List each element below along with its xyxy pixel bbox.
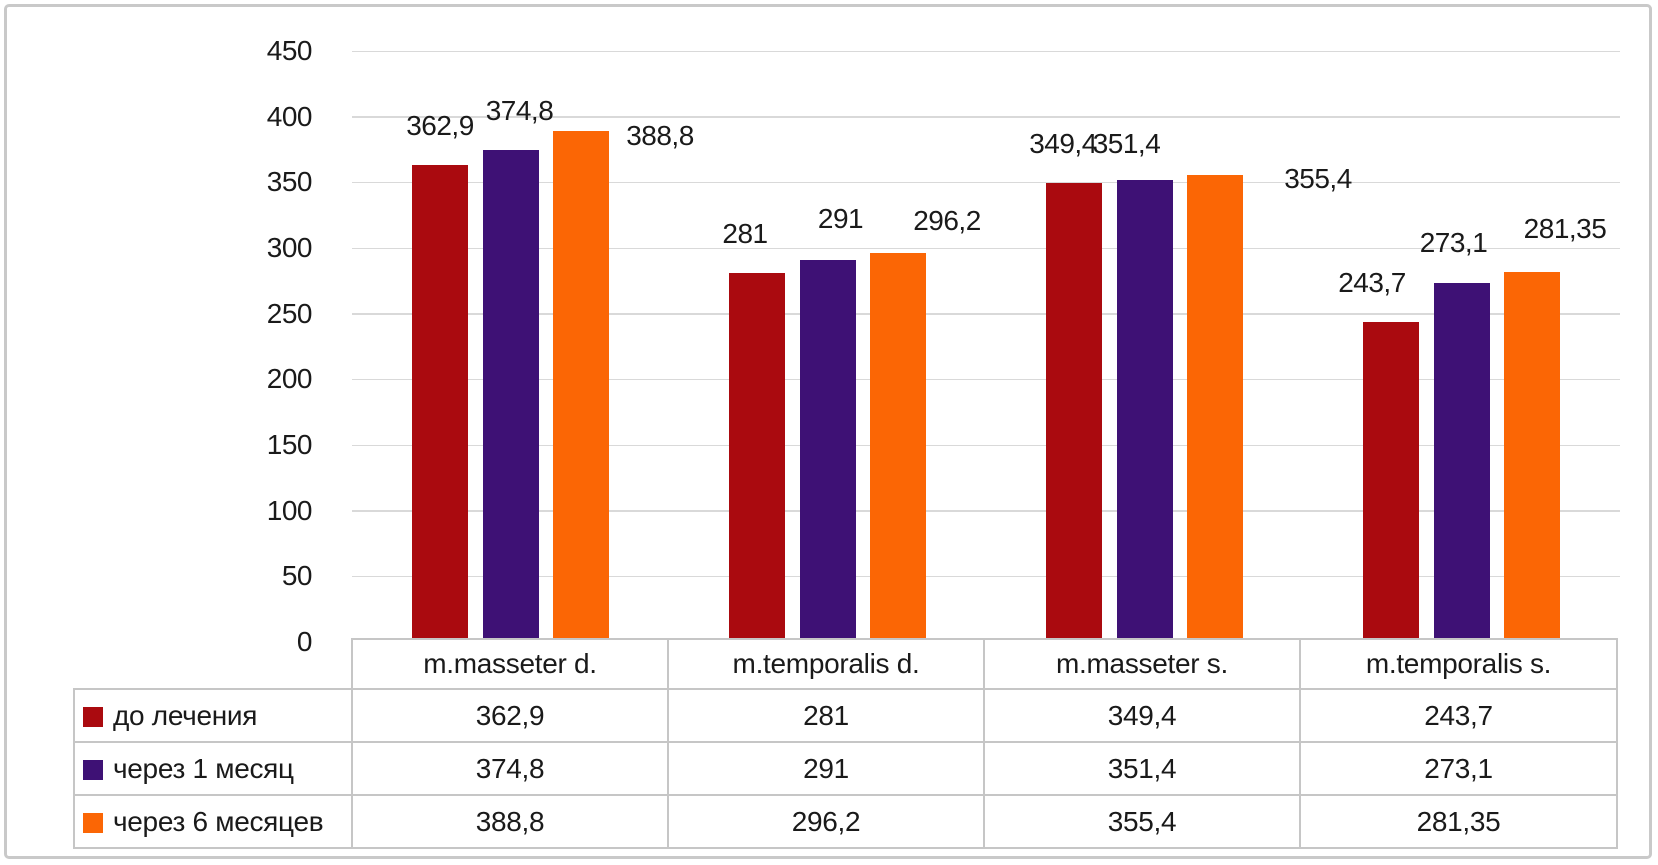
legend-cell-series1: до лечения bbox=[73, 688, 353, 743]
table-value-cell: 296,2 bbox=[667, 794, 985, 849]
y-axis-tick-label: 300 bbox=[266, 232, 313, 263]
bar-series3-cat1 bbox=[553, 131, 609, 642]
table-value-cell: 281,35 bbox=[1299, 794, 1618, 849]
gridline bbox=[352, 575, 1620, 578]
legend-series-name: через 6 месяцев bbox=[113, 805, 324, 837]
bar-value-label: 362,9 bbox=[406, 110, 474, 142]
y-axis-tick-label: 350 bbox=[266, 166, 313, 198]
bar-series1-cat2 bbox=[729, 272, 785, 642]
table-value-cell: 243,7 bbox=[1299, 688, 1618, 743]
bar-series2-cat1 bbox=[482, 149, 539, 642]
table-corner-cell bbox=[74, 639, 352, 689]
legend-cell-series2: через 1 месяц bbox=[73, 741, 353, 796]
legend-swatch-icon bbox=[83, 812, 103, 833]
gridline bbox=[352, 247, 1620, 249]
bar-value-label: 291 bbox=[817, 202, 864, 234]
table-value-cell: 349,4 bbox=[983, 688, 1301, 743]
gridline bbox=[352, 510, 1620, 512]
y-axis-tick-label: 0 bbox=[296, 626, 313, 657]
legend-series-name: через 1 месяц bbox=[113, 752, 294, 784]
table-category-header-2: m.temporalis d. bbox=[667, 638, 985, 690]
bar-series2-cat4 bbox=[1433, 283, 1490, 642]
bar-series3-cat3 bbox=[1187, 175, 1243, 642]
y-axis-tick-label: 50 bbox=[281, 560, 313, 592]
bar-value-label: 273,1 bbox=[1419, 227, 1488, 259]
table-value-cell: 374,8 bbox=[351, 741, 669, 796]
bar-value-label: 296,2 bbox=[913, 204, 981, 236]
table-value-cell: 355,4 bbox=[983, 794, 1301, 849]
gridline bbox=[352, 50, 1620, 52]
bar-value-label: 355,4 bbox=[1284, 163, 1352, 195]
bar-value-label: 388,8 bbox=[626, 120, 694, 152]
table-value-cell: 273,1 bbox=[1299, 741, 1618, 796]
bar-value-label: 349,4 bbox=[1029, 128, 1097, 160]
bar-series3-cat4 bbox=[1504, 272, 1560, 642]
legend-swatch-icon bbox=[83, 759, 103, 780]
bar-series1-cat4 bbox=[1363, 321, 1419, 642]
bar-value-label: 243,7 bbox=[1338, 266, 1406, 298]
table-value-cell: 291 bbox=[667, 741, 985, 796]
table-category-header-1: m.masseter d. bbox=[351, 638, 669, 690]
y-axis-tick-label: 400 bbox=[266, 100, 313, 132]
y-axis-tick-label: 150 bbox=[266, 429, 313, 460]
bar-series1-cat1 bbox=[412, 165, 468, 642]
bar-value-label: 374,8 bbox=[485, 94, 554, 126]
data-table: m.masseter d. m.temporalis d. m.masseter s… bbox=[73, 638, 1618, 849]
legend-swatch-icon bbox=[83, 706, 103, 727]
y-axis-tick-label: 200 bbox=[266, 363, 313, 395]
bar-value-label: 281 bbox=[722, 217, 768, 249]
table-category-header-4: m.temporalis s. bbox=[1299, 638, 1618, 690]
legend-cell-series3: через 6 месяцев bbox=[73, 794, 353, 849]
bar-series3-cat2 bbox=[870, 252, 926, 642]
bar-series2-cat2 bbox=[799, 259, 856, 642]
gridline bbox=[352, 116, 1620, 118]
legend-series-name: до лечения bbox=[113, 699, 258, 731]
gridline bbox=[352, 181, 1620, 184]
plot-area: 0 50 100 150 200 250 300 350 400 450 362,9 374,8 388… bbox=[7, 7, 1649, 856]
y-axis-tick-label: 250 bbox=[266, 297, 313, 329]
bar-value-label: 351,4 bbox=[1092, 128, 1161, 160]
bar-series2-cat3 bbox=[1116, 180, 1173, 642]
figure-frame: 0 50 100 150 200 250 300 350 400 450 362,9 374,8 388… bbox=[4, 4, 1652, 859]
gridline bbox=[352, 444, 1620, 446]
y-axis-tick-label: 450 bbox=[266, 35, 313, 66]
data-table-body: m.masseter d. m.temporalis d. m.masseter s… bbox=[73, 638, 1618, 849]
table-value-cell: 362,9 bbox=[351, 688, 669, 743]
table-category-header-3: m.masseter s. bbox=[983, 638, 1301, 690]
table-value-cell: 351,4 bbox=[983, 741, 1301, 796]
table-value-cell: 388,8 bbox=[351, 794, 669, 849]
bar-value-label: 281,35 bbox=[1523, 213, 1607, 245]
bar-series1-cat3 bbox=[1046, 183, 1102, 642]
gridline bbox=[352, 313, 1620, 315]
y-axis-tick-label: 100 bbox=[266, 494, 313, 526]
table-value-cell: 281 bbox=[667, 688, 985, 743]
gridline bbox=[352, 378, 1620, 381]
